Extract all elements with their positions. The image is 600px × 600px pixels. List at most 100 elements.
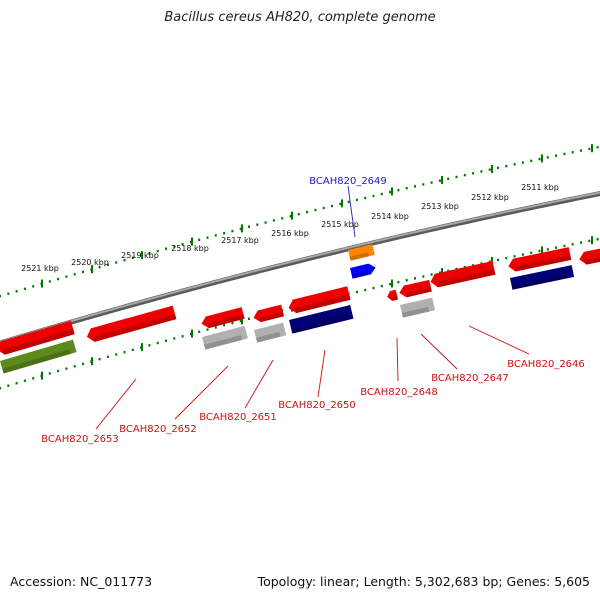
scale-label: 2512 kbp [471, 193, 509, 202]
tick-dot [596, 238, 599, 241]
tick-dot [438, 179, 441, 182]
tick-dot [497, 166, 499, 170]
tick-dot [297, 212, 300, 216]
tick-dot [231, 229, 234, 233]
tick-dot [555, 154, 558, 157]
tick-dot [181, 243, 184, 246]
tick-dot [521, 253, 524, 256]
tick-dot [106, 263, 109, 267]
tick-dot [7, 292, 10, 295]
tick-dot [538, 157, 541, 161]
gene-shade [405, 287, 432, 298]
tick-dot [173, 337, 176, 340]
tick-major [91, 265, 93, 274]
gene-body [579, 248, 600, 265]
tick-dot [272, 219, 275, 222]
tick-dot [430, 273, 433, 276]
tick-major [141, 251, 143, 260]
gene-grey-c [400, 297, 436, 318]
tick-dot [123, 350, 126, 354]
tick-major [241, 316, 243, 325]
tick-dot [239, 319, 242, 323]
gene-body [0, 339, 77, 374]
gene-red-upper-b [579, 248, 600, 265]
scale-label: 2518 kbp [171, 244, 209, 253]
tick-dot [563, 244, 566, 248]
gene-shade [259, 311, 285, 323]
tick-dot [156, 341, 159, 345]
tick-dot [264, 221, 267, 224]
tick-dot [73, 273, 76, 276]
tick-major [91, 357, 93, 366]
tick-dot [422, 275, 425, 278]
tick-dot [596, 146, 599, 149]
gene-shade [401, 306, 430, 318]
tick-dot [106, 355, 109, 359]
tick-dot [480, 170, 483, 173]
tick-major [441, 176, 443, 185]
gene-shade [351, 270, 372, 279]
tick-dot [0, 295, 1, 298]
tick-dot [430, 181, 433, 184]
gene-2648-small [387, 289, 399, 301]
tick-dot [231, 321, 234, 325]
gene-olive [0, 339, 77, 374]
tick-dot [331, 204, 333, 208]
gene-shade [585, 256, 600, 265]
leader-line [244, 359, 274, 409]
gene-body [430, 260, 496, 288]
tick-dot [414, 185, 416, 188]
tick-dot [65, 367, 68, 370]
topology-stats: Topology: linear; Length: 5,302,683 bp; … [257, 574, 590, 589]
tick-dot [7, 384, 10, 387]
tick-dot [0, 387, 1, 390]
gene-body [0, 320, 75, 355]
gene-shade [255, 331, 281, 343]
tick-dot [588, 147, 591, 151]
gene-2651-b [253, 304, 285, 323]
tick-dot [555, 246, 558, 249]
gene-navy-lower [289, 304, 354, 334]
gene-shade [3, 329, 75, 355]
tick-dot [563, 152, 566, 156]
tick-dot [405, 279, 408, 282]
tick-dot [148, 252, 151, 255]
tick-dot [32, 377, 35, 380]
scale-label: 2521 kbp [21, 264, 59, 273]
tick-dot [214, 234, 217, 237]
scale-ticks [0, 144, 599, 390]
tick-major [391, 187, 393, 196]
genome-backbone [0, 191, 600, 346]
gene-blue [350, 263, 376, 279]
tick-dot [546, 248, 549, 251]
tick-dot [115, 353, 118, 356]
leader-line [347, 185, 356, 238]
gene-body [400, 297, 436, 318]
tick-major [191, 237, 193, 246]
tick-dot [521, 161, 524, 164]
tick-dot [198, 238, 201, 242]
tick-dot [173, 245, 176, 248]
gene-label: BCAH820_2646 [507, 359, 585, 370]
gene-2647 [430, 260, 496, 288]
tick-major [391, 279, 393, 288]
leader-line [317, 349, 326, 398]
tick-dot [497, 258, 499, 262]
tick-dot [414, 277, 416, 280]
tick-dot [189, 240, 192, 244]
tick-dot [397, 280, 400, 284]
tick-dot [405, 187, 408, 190]
tick-dot [505, 164, 508, 168]
tick-dot [48, 280, 51, 283]
gene-body [399, 279, 432, 298]
tick-dot [447, 177, 450, 181]
tick-dot [380, 284, 383, 288]
gene-body [86, 305, 177, 342]
tick-dot [372, 194, 375, 198]
tick-dot [82, 270, 84, 274]
tick-dot [505, 256, 508, 260]
tick-dot [538, 249, 541, 253]
tick-dot [339, 202, 342, 206]
page-title: Bacillus cereus AH820, complete genome [164, 10, 436, 25]
tick-dot [206, 328, 209, 331]
